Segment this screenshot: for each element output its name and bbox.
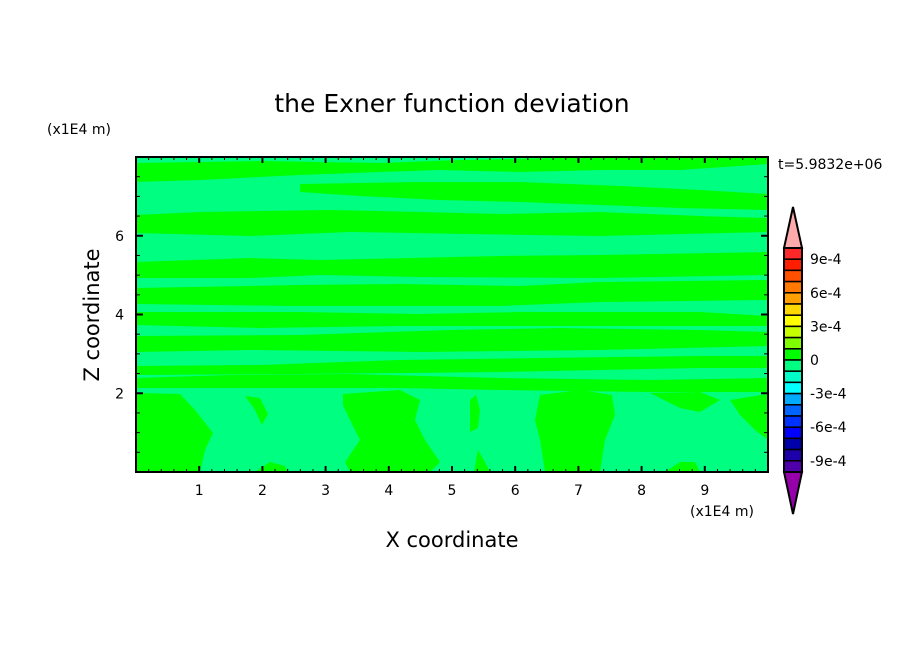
colorbar-under-triangle bbox=[782, 471, 804, 515]
contour-band bbox=[136, 157, 768, 182]
x-axis-label: X coordinate bbox=[385, 528, 518, 552]
colorbar-swatch bbox=[783, 437, 803, 451]
contour-blob bbox=[474, 450, 490, 472]
x-tick-label: 1 bbox=[195, 483, 204, 499]
x-tick-label: 2 bbox=[258, 483, 267, 499]
colorbar-swatch bbox=[783, 325, 803, 339]
contour-band bbox=[136, 312, 768, 328]
contour-band bbox=[300, 182, 768, 210]
y-axis-label: Z coordinate bbox=[80, 248, 104, 381]
x-tick-label: 9 bbox=[700, 483, 709, 499]
y-tick-label: 6 bbox=[115, 229, 124, 245]
x-tick-label: 7 bbox=[574, 483, 583, 499]
colorbar-swatch bbox=[783, 404, 803, 417]
colorbar-swatch bbox=[783, 303, 803, 316]
colorbar-swatch bbox=[783, 269, 803, 283]
positive-contour-regions bbox=[136, 157, 768, 472]
y-unit-label: (x1E4 m) bbox=[47, 122, 111, 138]
colorbar-swatch bbox=[783, 258, 803, 272]
chart-title: the Exner function deviation bbox=[274, 89, 629, 118]
colorbar-swatch bbox=[783, 280, 803, 294]
x-tick-label: 3 bbox=[321, 483, 330, 499]
y-tick-label: 2 bbox=[115, 386, 124, 402]
x-tick-labels: 1 2 3 4 5 6 7 8 9 bbox=[195, 483, 710, 499]
contour-blob bbox=[535, 390, 615, 472]
colorbar-frame bbox=[783, 247, 803, 473]
time-label: t=5.9832e+06 bbox=[778, 157, 882, 173]
contour-band bbox=[136, 280, 768, 306]
contour-band bbox=[136, 374, 768, 392]
contour-blob bbox=[343, 390, 440, 472]
colorbar-label: 0 bbox=[810, 353, 819, 369]
contour-blob bbox=[730, 394, 768, 440]
colorbar-label: -6e-4 bbox=[810, 420, 847, 436]
colorbar-swatch bbox=[783, 314, 803, 328]
colorbar-swatch bbox=[783, 359, 803, 372]
colorbar-swatch bbox=[783, 392, 803, 406]
colorbar-swatch bbox=[783, 336, 803, 350]
contour-band bbox=[320, 252, 768, 278]
contour-blob bbox=[136, 393, 213, 472]
colorbar-swatch bbox=[783, 381, 803, 395]
x-unit-label: (x1E4 m) bbox=[690, 504, 754, 520]
colorbar-label: 9e-4 bbox=[810, 252, 842, 268]
colorbar-swatch bbox=[783, 247, 803, 260]
y-tick-labels: 2 4 6 bbox=[115, 229, 124, 403]
colorbar-label: 3e-4 bbox=[810, 319, 842, 335]
contour-blob bbox=[665, 462, 700, 472]
contour-band bbox=[136, 210, 768, 236]
colorbar-swatch bbox=[783, 292, 803, 305]
plot-area bbox=[135, 156, 769, 473]
contour-band bbox=[190, 338, 400, 347]
x-tick-label: 5 bbox=[448, 483, 457, 499]
colorbar-swatch bbox=[783, 460, 803, 473]
contour-band bbox=[136, 356, 768, 375]
contour-blob bbox=[470, 395, 480, 432]
colorbar-swatch bbox=[783, 370, 803, 384]
contour-blob bbox=[245, 396, 268, 425]
colorbar-swatch bbox=[783, 415, 803, 428]
contour-band bbox=[136, 258, 320, 278]
colorbar-label: -3e-4 bbox=[810, 387, 847, 403]
colorbar-swatch bbox=[783, 348, 803, 361]
y-tick-label: 4 bbox=[115, 308, 124, 324]
x-tick-label: 4 bbox=[384, 483, 393, 499]
colorbar-swatch bbox=[783, 426, 803, 440]
contour-blob bbox=[650, 392, 720, 412]
colorbar-swatch bbox=[783, 448, 803, 462]
colorbar-over-triangle bbox=[782, 206, 804, 249]
axis-ticks bbox=[136, 157, 769, 472]
colorbar: 9e-4 6e-4 3e-4 0 -3e-4 -6e-4 -9e-4 bbox=[782, 206, 847, 515]
colorbar-label: 6e-4 bbox=[810, 286, 842, 302]
colorbar-label: -9e-4 bbox=[810, 454, 847, 470]
x-tick-label: 6 bbox=[511, 483, 520, 499]
contour-band bbox=[136, 328, 768, 352]
x-tick-label: 8 bbox=[637, 483, 646, 499]
